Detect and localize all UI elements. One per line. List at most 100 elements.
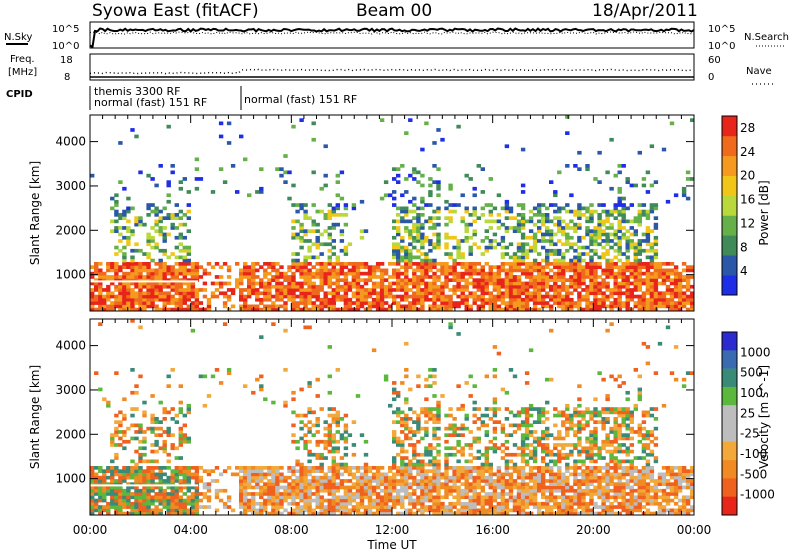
data-cell (585, 265, 590, 269)
data-cell (371, 275, 377, 279)
data-cell (516, 222, 522, 227)
data-cell (327, 430, 332, 434)
data-cell (371, 304, 377, 309)
data-cell (593, 275, 598, 279)
data-cell (182, 511, 187, 516)
data-cell (537, 479, 542, 483)
data-cell (110, 443, 115, 447)
data-cell (537, 301, 542, 305)
data-cell (537, 485, 542, 490)
data-cell (287, 278, 292, 282)
data-cell (226, 368, 232, 372)
data-cell (472, 206, 477, 211)
data-cell (138, 219, 143, 224)
data-cell (166, 307, 171, 312)
data-cell (440, 301, 445, 305)
data-cell (126, 281, 131, 286)
data-cell (291, 390, 296, 395)
data-cell (408, 229, 413, 233)
data-cell (396, 278, 401, 282)
data-cell (528, 452, 534, 457)
data-cell (319, 498, 324, 503)
data-cell (182, 278, 187, 282)
data-cell (110, 459, 115, 464)
data-cell (367, 271, 373, 276)
data-cell (625, 239, 630, 243)
data-cell (383, 505, 389, 509)
data-cell (649, 297, 655, 302)
data-cell (166, 501, 171, 506)
data-cell (589, 268, 594, 273)
data-cell (106, 288, 111, 292)
data-cell (605, 216, 610, 220)
data-cell (520, 482, 526, 486)
data-cell (464, 488, 469, 493)
data-cell (267, 281, 272, 286)
data-cell (166, 193, 171, 198)
data-cell (416, 469, 421, 473)
data-cell (174, 213, 179, 217)
data-cell (565, 508, 570, 513)
data-cell (436, 462, 441, 467)
data-cell (512, 297, 518, 302)
data-cell (130, 268, 135, 273)
blank-stripe (90, 280, 199, 283)
data-cell (508, 216, 514, 220)
data-cell (383, 374, 389, 379)
data-cell (307, 245, 312, 250)
data-cell (146, 485, 151, 490)
data-cell (577, 275, 582, 279)
data-cell (295, 469, 300, 473)
data-cell (323, 265, 328, 269)
data-cell (154, 291, 159, 296)
data-cell (150, 245, 155, 250)
data-cell (468, 511, 473, 516)
data-cell (444, 297, 449, 302)
data-cell (492, 505, 498, 509)
data-cell (174, 508, 179, 513)
data-cell (637, 304, 642, 309)
data-cell (335, 485, 340, 490)
data-cell (553, 436, 558, 441)
data-cell (174, 281, 179, 286)
data-cell (645, 304, 651, 309)
data-cell (561, 307, 566, 312)
data-cell (371, 265, 377, 269)
data-cell (154, 222, 159, 227)
data-cell (122, 495, 127, 500)
data-cell (150, 281, 155, 286)
data-cell (178, 265, 183, 269)
data-cell (528, 297, 534, 302)
data-cell (182, 475, 187, 480)
data-cell (271, 475, 276, 480)
data-cell (617, 235, 622, 240)
data-cell (456, 459, 461, 464)
data-cell (416, 501, 421, 506)
data-cell (420, 508, 425, 513)
data-cell (267, 466, 272, 470)
data-cell (549, 297, 554, 302)
data-cell (359, 488, 365, 493)
data-cell (444, 265, 449, 269)
data-cell (150, 271, 155, 276)
data-cell (420, 262, 425, 266)
data-cell (343, 203, 349, 207)
data-cell (267, 479, 272, 483)
data-cell (468, 374, 473, 379)
data-cell (166, 268, 171, 273)
data-cell (464, 443, 469, 447)
data-cell (392, 505, 397, 509)
data-cell (138, 439, 143, 444)
data-cell (545, 446, 550, 451)
data-cell (585, 229, 590, 233)
data-cell (617, 170, 622, 175)
data-cell (420, 469, 425, 473)
data-cell (226, 371, 232, 375)
data-cell (504, 206, 510, 211)
data-cell (138, 275, 143, 279)
data-cell (186, 485, 191, 490)
data-cell (335, 423, 340, 428)
data-cell (375, 472, 381, 477)
data-cell (307, 410, 312, 415)
data-cell (275, 291, 280, 296)
